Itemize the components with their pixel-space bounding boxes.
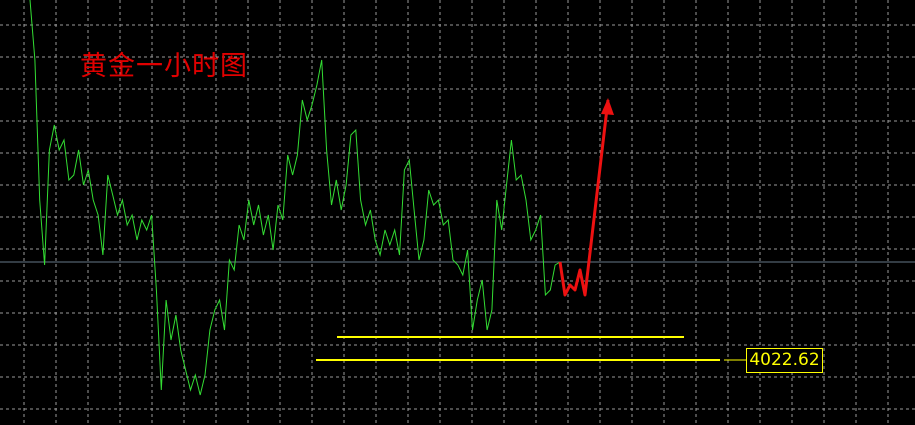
projection-arrowhead bbox=[601, 98, 614, 115]
price-line bbox=[29, 0, 561, 396]
chart-title: 黄金一小时图 bbox=[80, 51, 248, 82]
price-label: 4022.62 bbox=[746, 348, 823, 373]
projection-line bbox=[558, 99, 610, 297]
